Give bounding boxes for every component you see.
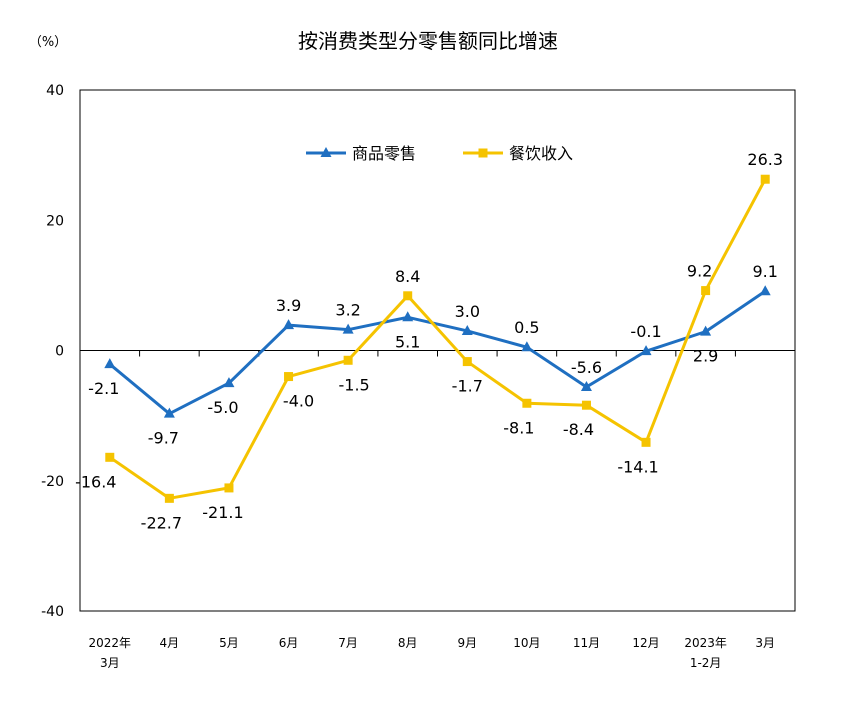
marker-square [343, 355, 353, 365]
x-tick-label: 6月 [279, 636, 299, 650]
series-line-0 [108, 289, 767, 416]
data-label: -9.7 [148, 429, 179, 448]
series-line-1 [108, 178, 767, 500]
y-tick-label: -40 [41, 604, 64, 620]
marker-triangle [402, 311, 414, 322]
marker-square [403, 291, 413, 301]
data-label: -5.0 [207, 398, 238, 417]
marker-square [284, 372, 294, 382]
marker-triangle [580, 380, 592, 391]
x-tick-label: 1-2月 [690, 656, 722, 670]
data-label: 5.1 [395, 332, 420, 351]
data-label: 3.2 [335, 301, 360, 320]
x-tick-label: 8月 [398, 636, 418, 650]
x-tick-label: 12月 [632, 636, 659, 650]
marker-triangle [223, 377, 235, 388]
y-tick-label: -20 [41, 474, 64, 490]
marker-square [462, 357, 472, 367]
x-tick-label: 7月 [338, 636, 358, 650]
data-label: -1.7 [452, 377, 483, 396]
y-tick-label: 40 [46, 83, 64, 99]
y-tick-label: 0 [55, 344, 64, 360]
marker-triangle [640, 345, 652, 356]
marker-square [581, 400, 591, 410]
marker-square [522, 398, 532, 408]
data-label: 2.9 [693, 347, 718, 366]
data-label: -0.1 [630, 322, 661, 341]
marker-square [224, 483, 234, 493]
x-tick-label: 5月 [219, 636, 239, 650]
data-labels: -2.1 -9.7 -5.0 3.9 3.2 5.1 3.0 0.5 -5.6 -0.1 2.9 9.… [75, 150, 783, 532]
legend-label: 餐饮收入 [509, 144, 573, 163]
data-label: 8.4 [395, 267, 420, 286]
marker-triangle [283, 319, 295, 330]
y-tick-label: 20 [46, 213, 64, 229]
x-tick-label: 2023年 [684, 636, 727, 650]
legend-marker-triangle [320, 147, 332, 157]
data-label: -22.7 [141, 513, 182, 532]
legend-label: 商品零售 [352, 144, 416, 163]
chart-title: 按消费类型分零售额同比增速 [298, 29, 558, 53]
x-tick-label: 2022年 [89, 636, 132, 650]
marker-square [105, 452, 115, 462]
marker-triangle [759, 285, 771, 296]
data-label: 0.5 [514, 318, 539, 337]
data-label: -8.1 [503, 418, 534, 437]
data-label: -21.1 [202, 503, 243, 522]
axes: 40 20 0 -20 -40 2022年 3月 4月 5月 6月 7月 8月 9月 10月 11月 12月 2… [41, 83, 795, 670]
data-label: 26.3 [747, 150, 783, 169]
data-label: -5.6 [571, 358, 602, 377]
marker-triangle [461, 324, 473, 335]
data-label: -14.1 [617, 457, 658, 476]
marker-square [701, 286, 711, 296]
x-tick-label: 4月 [160, 636, 180, 650]
marker-square [641, 437, 651, 447]
marker-triangle [104, 358, 116, 369]
data-label: -2.1 [88, 379, 119, 398]
legend-marker-square [478, 148, 488, 158]
marker-triangle [700, 325, 712, 336]
data-label: -8.4 [563, 420, 594, 439]
series-markers [104, 174, 771, 503]
data-label: -1.5 [339, 375, 370, 394]
data-label: 3.0 [455, 302, 480, 321]
data-label: 3.9 [276, 296, 301, 315]
marker-triangle [342, 323, 354, 334]
x-tick-label: 11月 [573, 636, 600, 650]
legend: 商品零售 餐饮收入 [306, 144, 573, 163]
marker-triangle [521, 341, 533, 352]
marker-triangle [163, 407, 175, 418]
data-label: 9.1 [752, 262, 777, 281]
x-tick-label: 9月 [457, 636, 477, 650]
marker-square [164, 493, 174, 503]
x-tick-label: 3月 [100, 656, 120, 670]
x-tick-label: 3月 [755, 636, 775, 650]
y-unit-label: （%） [29, 35, 67, 50]
series-lines [108, 178, 767, 500]
data-label: -4.0 [283, 392, 314, 411]
marker-square [760, 174, 770, 184]
data-label: 9.2 [687, 262, 712, 281]
x-tick-label: 10月 [513, 636, 540, 650]
data-label: -16.4 [75, 472, 116, 491]
